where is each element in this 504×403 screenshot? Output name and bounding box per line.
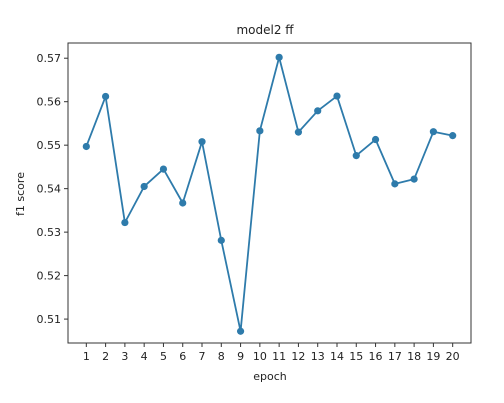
data-point <box>275 53 283 61</box>
data-point <box>449 132 457 140</box>
x-tick-label: 14 <box>330 350 344 363</box>
data-point <box>217 236 225 244</box>
data-point <box>352 152 360 160</box>
x-tick-label: 10 <box>253 350 267 363</box>
data-point <box>236 327 245 335</box>
x-tick-label: 6 <box>179 350 186 363</box>
data-point <box>294 128 303 136</box>
data-point <box>179 199 187 207</box>
series-layer <box>82 53 457 335</box>
x-tick-label: 11 <box>272 350 286 363</box>
data-point <box>371 135 380 144</box>
data-point <box>82 142 90 151</box>
x-tick-label: 16 <box>369 350 383 363</box>
x-tick-label: 8 <box>218 350 225 363</box>
data-point <box>410 175 418 183</box>
plot-area-frame <box>67 42 472 344</box>
data-point <box>429 128 437 136</box>
data-point <box>256 127 264 135</box>
x-tick-label: 2 <box>102 350 109 363</box>
y-tick-label: 0.55 <box>37 139 62 152</box>
data-point <box>121 218 129 227</box>
x-tick-label: 1 <box>83 350 90 363</box>
x-tick-label: 7 <box>199 350 206 363</box>
x-tick-label: 4 <box>141 350 148 363</box>
y-axis: 0.51 0.52 0.53 0.54 0.55 0.56 0.57 <box>37 52 68 326</box>
x-tick-label: 18 <box>407 350 421 363</box>
y-tick-label: 0.52 <box>37 270 62 283</box>
data-point <box>102 92 110 101</box>
y-tick-label: 0.56 <box>37 96 62 109</box>
y-axis-label: f1 score <box>14 172 27 216</box>
y-tick-label: 0.57 <box>37 52 62 65</box>
x-tick-label: 3 <box>121 350 128 363</box>
data-point <box>391 180 399 188</box>
x-axis-label: epoch <box>253 370 287 383</box>
data-point <box>314 107 322 115</box>
y-tick-label: 0.53 <box>37 226 62 239</box>
x-tick-label: 13 <box>311 350 325 363</box>
y-tick-label: 0.54 <box>37 183 62 196</box>
x-tick-label: 5 <box>160 350 167 363</box>
x-tick-label: 20 <box>446 350 460 363</box>
y-tick-label: 0.51 <box>37 313 62 326</box>
data-point <box>140 182 148 191</box>
x-tick-label: 15 <box>349 350 363 363</box>
x-tick-label: 17 <box>388 350 402 363</box>
x-axis: 1 2 3 4 5 6 7 8 9 10 11 12 13 14 15 16 17 18 19 20 <box>83 343 460 363</box>
series-line <box>85 56 453 333</box>
data-point <box>333 92 341 100</box>
x-tick-label: 9 <box>237 350 244 363</box>
x-tick-label: 19 <box>426 350 440 363</box>
data-point <box>198 138 206 146</box>
data-point <box>159 165 168 173</box>
chart-title: model2 ff <box>236 23 294 37</box>
x-tick-label: 12 <box>291 350 305 363</box>
